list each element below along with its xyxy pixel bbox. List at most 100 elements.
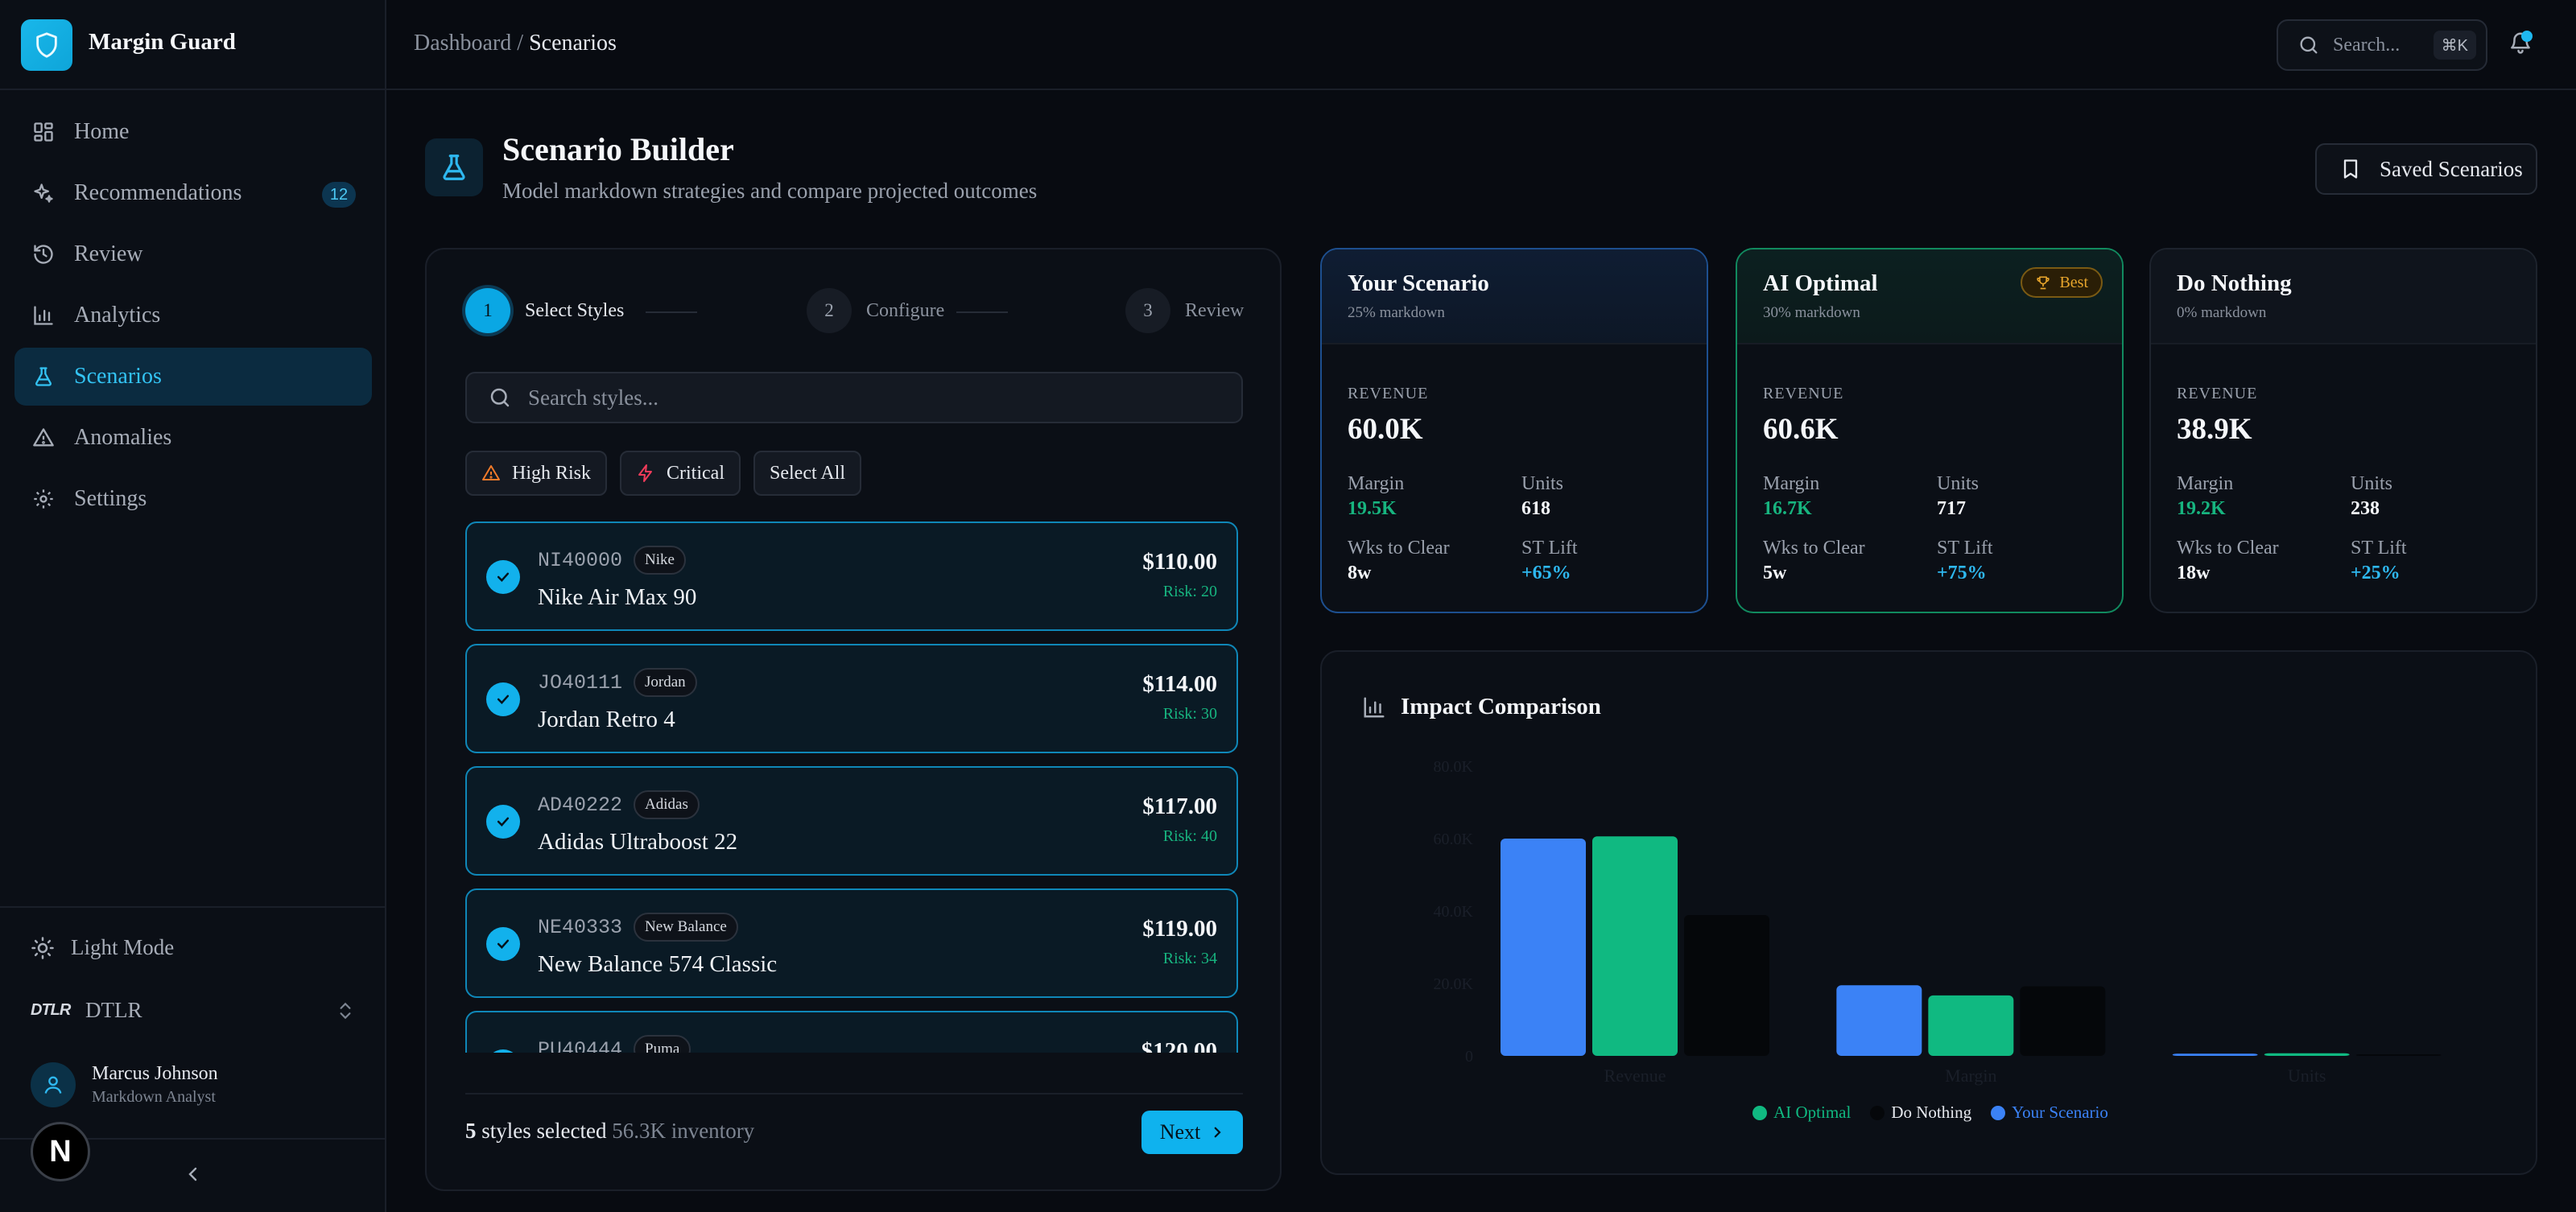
step-review[interactable]: 3 Review xyxy=(1125,288,1244,333)
bar-margin-do-nothing[interactable] xyxy=(2020,986,2106,1056)
scenario-sub: 30% markdown xyxy=(1763,304,1860,321)
bar-margin-ai-optimal[interactable] xyxy=(1928,995,2014,1056)
legend-item-your-scenario[interactable]: Your Scenario xyxy=(1991,1103,2108,1123)
check-icon[interactable] xyxy=(486,805,520,839)
margin-metric: Margin 16.7K xyxy=(1763,473,1819,520)
sidebar-item-label: Recommendations xyxy=(74,180,242,205)
brand-tag: Puma xyxy=(634,1035,691,1053)
metric-value: +75% xyxy=(1937,563,1987,583)
metric-value: 18w xyxy=(2177,563,2211,583)
style-price: $119.00 xyxy=(1142,916,1217,942)
sidebar-item-review[interactable]: Review xyxy=(14,225,372,283)
scenario-card-ai[interactable]: AI Optimal 30% markdown Best REVENUE 60.… xyxy=(1736,248,2124,613)
check-icon[interactable] xyxy=(486,682,520,716)
bell-icon[interactable] xyxy=(2508,29,2533,56)
style-code: PU40444 xyxy=(538,1037,623,1053)
global-search[interactable]: Search... ⌘K xyxy=(2277,19,2487,71)
legend-dot xyxy=(1870,1105,1885,1120)
metric-label: Margin xyxy=(2177,473,2234,494)
n-badge[interactable]: N xyxy=(31,1122,90,1181)
style-list: NI40000 Nike Nike Air Max 90 $110.00 Risk… xyxy=(465,521,1238,1053)
x-tick-label: Margin xyxy=(1945,1066,1996,1086)
step-configure[interactable]: 2 Configure xyxy=(807,288,944,333)
revenue-label: REVENUE xyxy=(1763,385,1844,402)
shield-icon[interactable] xyxy=(21,19,72,71)
style-name: Jordan Retro 4 xyxy=(538,707,675,732)
bookmark-icon xyxy=(2339,157,2362,181)
step-select-styles[interactable]: 1 Select Styles xyxy=(465,288,624,333)
sidebar-item-scenarios[interactable]: Scenarios xyxy=(14,348,372,406)
step-label: Configure xyxy=(866,299,945,321)
legend-item-ai-optimal[interactable]: AI Optimal xyxy=(1752,1103,1851,1123)
next-button[interactable]: Next xyxy=(1141,1111,1243,1154)
style-item[interactable]: AD40222 Adidas Adidas Ultraboost 22 $117.… xyxy=(465,766,1238,876)
divider xyxy=(465,1093,1243,1095)
sidebar-item-label: Scenarios xyxy=(74,364,162,389)
selected-text: styles selected xyxy=(481,1119,607,1143)
saved-scenarios-button[interactable]: Saved Scenarios xyxy=(2315,143,2537,195)
brand-tag: New Balance xyxy=(634,913,738,942)
avatar xyxy=(31,1062,76,1107)
chevron-left-icon[interactable] xyxy=(184,1162,203,1186)
filter-critical[interactable]: Critical xyxy=(620,451,741,496)
scenario-name: Do Nothing xyxy=(2177,270,2292,296)
scenario-sub: 0% markdown xyxy=(2177,304,2267,321)
bar-units-ai-optimal[interactable] xyxy=(2264,1053,2350,1056)
check-icon[interactable] xyxy=(486,1049,520,1053)
revenue-value: 60.6K xyxy=(1763,413,1839,446)
check-icon[interactable] xyxy=(486,927,520,961)
bar-margin-your-scenario[interactable] xyxy=(1836,985,1922,1056)
scenario-card-do-nothing[interactable]: Do Nothing 0% markdown REVENUE 38.9K Mar… xyxy=(2149,248,2537,613)
margin-metric: Margin 19.2K xyxy=(2177,473,2233,520)
filter-high-risk[interactable]: High Risk xyxy=(465,451,608,496)
style-search-input[interactable]: Search styles... xyxy=(465,372,1243,423)
warning-icon xyxy=(481,464,501,483)
sidebar-item-analytics[interactable]: Analytics xyxy=(14,287,372,344)
margin-metric: Margin 19.5K xyxy=(1348,473,1404,520)
style-item[interactable]: NE40333 New Balance New Balance 574 Class… xyxy=(465,888,1238,998)
bar-revenue-do-nothing[interactable] xyxy=(1684,914,1769,1056)
sidebar-item-label: Review xyxy=(74,241,143,266)
style-item[interactable]: NI40000 Nike Nike Air Max 90 $110.00 Risk… xyxy=(465,521,1238,631)
chip-label: High Risk xyxy=(512,462,592,484)
scenario-name: AI Optimal xyxy=(1763,270,1878,296)
step-connector xyxy=(646,311,697,313)
search-placeholder: Search... xyxy=(2333,34,2401,56)
metric-label: Units xyxy=(1937,473,1979,494)
wks-metric: Wks to Clear 5w xyxy=(1763,538,1865,584)
user-role: Markdown Analyst xyxy=(92,1088,216,1106)
filter-select-all[interactable]: Select All xyxy=(753,451,861,496)
warning-icon xyxy=(31,425,56,451)
check-icon[interactable] xyxy=(486,560,520,594)
y-tick-label: 40.0K xyxy=(1434,903,1474,921)
breadcrumb-root[interactable]: Dashboard xyxy=(414,31,512,56)
wks-metric: Wks to Clear 8w xyxy=(1348,538,1450,584)
brand-tag: Nike xyxy=(634,546,686,575)
page-subtitle: Model markdown strategies and compare pr… xyxy=(502,179,1038,203)
search-shortcut: ⌘K xyxy=(2433,31,2476,60)
scenario-card-your[interactable]: Your Scenario 25% markdown REVENUE 60.0K… xyxy=(1320,248,1708,613)
bar-units-do-nothing[interactable] xyxy=(2355,1054,2442,1056)
bar-revenue-ai-optimal[interactable] xyxy=(1592,836,1678,1056)
sidebar-item-home[interactable]: Home xyxy=(14,103,372,161)
sidebar-item-recommendations[interactable]: Recommendations 12 xyxy=(14,164,372,222)
sidebar-item-anomalies[interactable]: Anomalies xyxy=(14,409,372,467)
org-switcher[interactable]: DTLR DTLR xyxy=(31,998,356,1023)
step-label: Review xyxy=(1185,299,1245,321)
style-price: $117.00 xyxy=(1142,794,1217,819)
metric-value: 19.5K xyxy=(1348,498,1397,519)
bar-units-your-scenario[interactable] xyxy=(2172,1053,2258,1056)
y-tick-label: 20.0K xyxy=(1434,975,1474,993)
sidebar-item-settings[interactable]: Settings xyxy=(14,470,372,528)
light-mode-toggle[interactable]: Light Mode xyxy=(31,935,174,960)
style-item[interactable]: JO40111 Jordan Jordan Retro 4 $114.00 Ris… xyxy=(465,644,1238,753)
revenue-label: REVENUE xyxy=(2177,385,2258,402)
metric-label: Wks to Clear xyxy=(2177,538,2279,559)
st-metric: ST Lift +65% xyxy=(1521,538,1578,584)
sidebar-item-label: Home xyxy=(74,119,130,144)
user-profile[interactable]: Marcus Johnson Markdown Analyst xyxy=(31,1062,218,1107)
style-item[interactable]: PU40444 Puma $120.00 xyxy=(465,1011,1238,1053)
bar-revenue-your-scenario[interactable] xyxy=(1501,839,1586,1056)
legend-item-do-nothing[interactable]: Do Nothing xyxy=(1870,1103,1971,1123)
style-name: Nike Air Max 90 xyxy=(538,584,697,610)
